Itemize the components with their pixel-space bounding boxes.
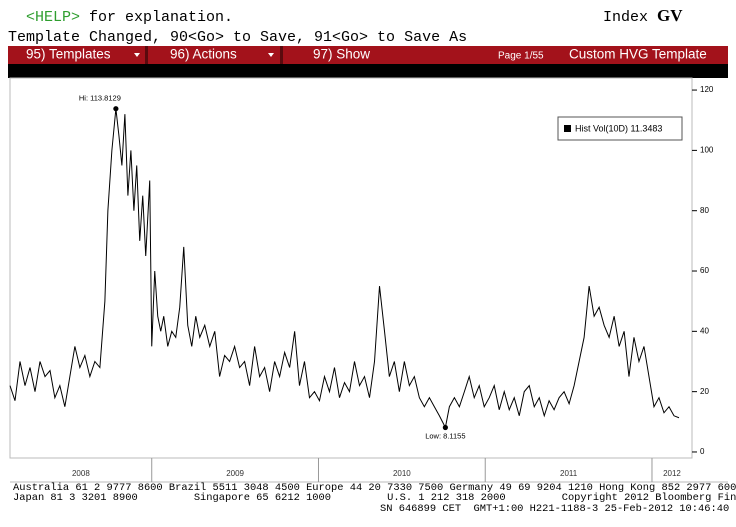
x-tick-label: 2009	[226, 469, 244, 478]
menu-divider	[145, 46, 148, 64]
footer-line: Australia 61 2 9777 8600 Brazil 5511 304…	[13, 482, 736, 494]
y-tick-label: 120	[700, 85, 714, 94]
dropdown-arrow[interactable]	[268, 53, 274, 57]
legend-label: Hist Vol(10D) 11.3483	[575, 123, 662, 133]
plot: 0 20 40 60 80 100 120 2008 2009 2010 2011 2012 Hi: 1…	[9, 85, 714, 482]
templates-menu[interactable]: 95) Templates	[26, 47, 111, 62]
y-tick-label: 80	[700, 206, 709, 215]
footer-line: Japan 81 3 3201 8900 Singapore 65 6212 1…	[13, 492, 736, 504]
page-indicator: Page 1/55	[498, 51, 544, 62]
legend-swatch	[564, 125, 571, 132]
extreme-marker	[442, 424, 448, 431]
status-line: Template Changed, 90<Go> to Save, 91<Go>…	[8, 29, 467, 46]
legend-box	[557, 116, 683, 141]
show-menu[interactable]: 97) Show	[313, 47, 370, 62]
dropdown-arrow[interactable]	[134, 53, 140, 57]
help-text: for explanation.	[89, 9, 233, 26]
footer-line: SN 646899 CET GMT+1:00 H221-1188-3 25-Fe…	[380, 503, 729, 515]
x-tick-label: 2008	[72, 469, 90, 478]
menu-divider	[280, 46, 283, 64]
actions-menu[interactable]: 96) Actions	[170, 47, 237, 62]
series-line	[9, 108, 680, 430]
menu-bar	[8, 46, 728, 64]
y-tick-label: 100	[700, 145, 714, 154]
extreme-marker	[113, 106, 119, 112]
x-tick-label: 2010	[393, 469, 411, 478]
index-label: Index	[603, 9, 648, 26]
black-band	[8, 64, 728, 78]
template-name: Custom HVG Template	[569, 47, 707, 62]
y-tick-label: 60	[700, 266, 709, 275]
y-tick-label: 20	[700, 387, 709, 396]
extreme-label: Low: 8.1155	[425, 431, 465, 440]
extreme-label: Hi: 113.8129	[79, 94, 121, 103]
y-tick-label: 0	[700, 447, 705, 456]
help-key[interactable]: <HELP>	[26, 9, 80, 26]
y-tick-label: 40	[700, 326, 709, 335]
x-tick-label: 2011	[560, 469, 578, 478]
index-code: GV	[657, 6, 683, 25]
x-tick-label: 2012	[663, 469, 681, 478]
